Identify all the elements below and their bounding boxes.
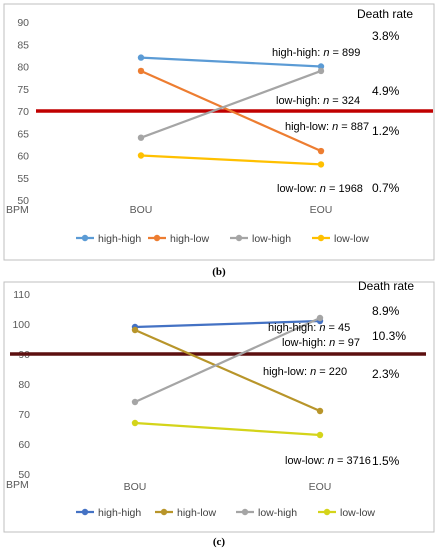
series-line-low-high xyxy=(140,69,322,139)
y-tick-label: 70 xyxy=(18,409,30,421)
y-tick-label: 60 xyxy=(18,439,30,451)
legend-label: high-high xyxy=(98,507,141,519)
death-rate-value: 10.3% xyxy=(372,329,406,343)
legend-label: low-high xyxy=(258,507,297,519)
legend-label: high-low xyxy=(177,507,217,519)
y-unit-label: BPM xyxy=(6,204,29,216)
data-point-low-low xyxy=(137,152,145,159)
death-rate-value: 0.7% xyxy=(372,181,400,195)
chart-frame xyxy=(3,281,435,533)
data-point-high-low xyxy=(317,147,325,155)
data-point-low-low xyxy=(131,419,139,427)
group-count-annotation: high-low: n = 887 xyxy=(285,121,369,133)
y-tick-label: 85 xyxy=(17,39,29,51)
y-tick-label: 80 xyxy=(18,379,30,391)
x-category-label: EOU xyxy=(310,204,333,216)
chart-frame xyxy=(3,3,435,261)
series-line-high-low xyxy=(134,328,321,413)
death-rate-header: Death rate xyxy=(357,7,413,21)
chart-panel-c: 5060708090100110BPMBOUEOUDeath ratehigh-… xyxy=(3,279,435,533)
group-count-annotation: low-high: n = 324 xyxy=(276,95,360,107)
legend-swatch-marker xyxy=(317,234,325,242)
data-point-high-low xyxy=(131,326,139,334)
death-rate-value: 4.9% xyxy=(372,84,400,98)
group-count-annotation: high-low: n = 220 xyxy=(263,366,347,378)
legend-label: high-low xyxy=(170,233,210,245)
data-point-low-high xyxy=(317,67,325,75)
y-tick-label: 70 xyxy=(17,106,29,118)
y-tick-label: 50 xyxy=(18,469,30,481)
data-point-high-high xyxy=(137,54,145,61)
data-point-high-low xyxy=(316,407,324,415)
x-category-label: EOU xyxy=(309,481,332,493)
y-tick-label: 100 xyxy=(12,319,30,331)
death-rate-value: 1.2% xyxy=(372,124,400,138)
group-count-annotation: low-high: n = 97 xyxy=(282,337,360,349)
death-rate-header: Death rate xyxy=(358,279,414,293)
group-count-annotation: low-low: n = 1968 xyxy=(277,183,363,195)
data-point-low-low xyxy=(317,161,325,168)
legend-label: high-high xyxy=(98,233,141,245)
y-tick-label: 80 xyxy=(17,62,29,74)
legend-swatch-marker xyxy=(160,508,168,516)
legend-label: low-low xyxy=(340,507,375,519)
y-tick-label: 60 xyxy=(17,151,29,163)
series-line-low-low xyxy=(134,421,321,437)
data-point-low-high xyxy=(131,398,139,406)
legend-label: low-low xyxy=(334,233,369,245)
panel-caption: (b) xyxy=(212,266,226,278)
y-tick-label: 50 xyxy=(17,195,29,207)
death-rate-value: 1.5% xyxy=(372,454,400,468)
legend-swatch-marker xyxy=(81,234,89,242)
x-category-label: BOU xyxy=(130,204,153,216)
y-tick-label: 65 xyxy=(17,128,29,140)
series-line-low-low xyxy=(140,154,322,166)
death-rate-value: 2.3% xyxy=(372,367,400,381)
data-point-low-high xyxy=(316,314,324,322)
panel-caption: (c) xyxy=(213,536,226,548)
group-count-annotation: low-low: n = 3716 xyxy=(285,455,371,467)
data-point-low-low xyxy=(316,431,324,439)
death-rate-value: 8.9% xyxy=(372,304,400,318)
group-count-annotation: high-high: n = 45 xyxy=(268,322,350,334)
chart-panel-b: 50 55 60 65 70 75 80 85 90 BPM BOU EOU Death rate hig… xyxy=(3,3,435,261)
legend-swatch-marker xyxy=(241,508,249,516)
y-tick-label: 90 xyxy=(17,17,29,29)
y-unit-label: BPM xyxy=(6,479,29,491)
series-line-high-high xyxy=(134,319,321,329)
group-count-annotation: high-high: n = 899 xyxy=(272,47,360,59)
y-tick-label: 55 xyxy=(17,173,29,185)
y-tick-label: 75 xyxy=(17,84,29,96)
series-line-low-high xyxy=(134,316,321,404)
y-tick-label: 110 xyxy=(13,289,30,301)
legend-swatch-marker xyxy=(235,234,243,242)
series-line-high-high xyxy=(140,56,322,68)
x-category-label: BOU xyxy=(124,481,147,493)
death-rate-value: 3.8% xyxy=(372,29,400,43)
legend-swatch-marker xyxy=(323,508,331,516)
legend-label: low-high xyxy=(252,233,291,245)
data-point-high-high xyxy=(317,63,325,70)
data-point-high-low xyxy=(137,67,145,75)
legend-swatch-marker xyxy=(153,234,161,242)
legend-swatch-marker xyxy=(81,508,89,516)
data-point-low-high xyxy=(137,134,145,141)
series-line-high-low xyxy=(140,69,322,153)
